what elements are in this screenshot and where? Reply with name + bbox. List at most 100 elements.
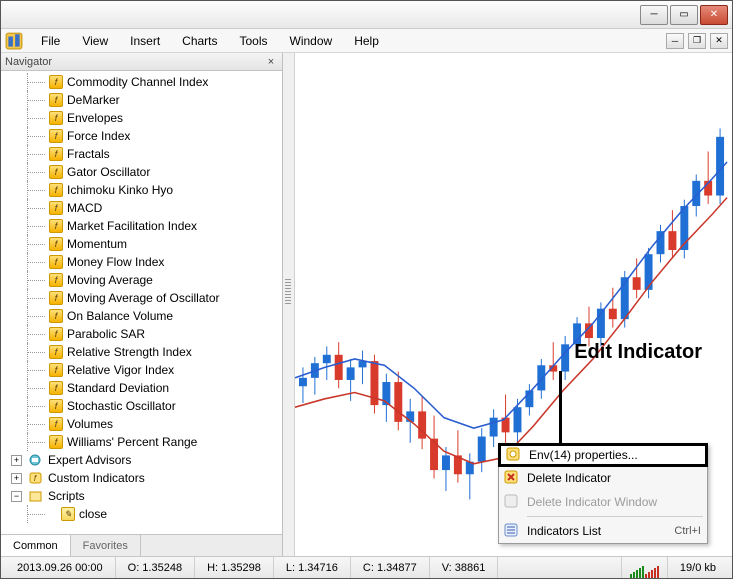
menu-item-label: Delete Indicator Window (527, 495, 657, 509)
menu-tools[interactable]: Tools (230, 32, 278, 50)
client-area: Navigator × f Commodity Channel Index f DeM… (1, 53, 732, 556)
indicator-label: Commodity Channel Index (67, 75, 208, 89)
function-icon: f (49, 291, 63, 305)
function-icon: f (49, 417, 63, 431)
tab-common[interactable]: Common (1, 535, 71, 556)
list-icon (503, 522, 521, 540)
indicator-momentum[interactable]: fMomentum (5, 235, 282, 253)
status-close: C: 1.34877 (351, 557, 430, 578)
indicator-relative-vigor-index[interactable]: fRelative Vigor Index (5, 361, 282, 379)
group-scripts[interactable]: − Scripts (5, 487, 282, 505)
script-item-close[interactable]: ✎ close (5, 505, 282, 523)
mdi-close-button[interactable]: ✕ (710, 33, 728, 49)
indicator-fractals[interactable]: fFractals (5, 145, 282, 163)
function-icon: f (49, 75, 63, 89)
connection-indicator (622, 557, 668, 578)
indicator-force-index[interactable]: f Force Index (5, 127, 282, 145)
function-icon: f (49, 255, 63, 269)
function-icon: f (49, 363, 63, 377)
scripts-icon (28, 489, 44, 503)
function-icon: f (49, 183, 63, 197)
function-icon: f (49, 93, 63, 107)
menu-item-properties[interactable]: Env(14) properties... (498, 443, 708, 467)
maximize-button[interactable]: ▭ (670, 5, 698, 25)
indicator-label: Relative Strength Index (67, 345, 192, 359)
navigator-tree: fCommodity Channel IndexfDeMarkerfEnvelo… (1, 71, 282, 534)
splitter[interactable] (283, 53, 295, 556)
indicator-market-facilitation-index[interactable]: fMarket Facilitation Index (5, 217, 282, 235)
indicator-demarker[interactable]: f DeMarker (5, 91, 282, 109)
status-open: O: 1.35248 (116, 557, 195, 578)
custom-indicators-icon: f (28, 471, 44, 485)
indicator-label: Williams' Percent Range (67, 435, 197, 449)
indicator-volumes[interactable]: f Volumes (5, 415, 282, 433)
function-icon: f (49, 201, 63, 215)
menu-view[interactable]: View (72, 32, 118, 50)
minimize-button[interactable]: ─ (640, 5, 668, 25)
group-label: Custom Indicators (48, 471, 145, 485)
indicator-label: Fractals (67, 147, 110, 161)
plus-icon[interactable]: + (11, 473, 22, 484)
delete-window-icon (503, 493, 521, 511)
menu-help[interactable]: Help (344, 32, 389, 50)
menu-item-delete-window: Delete Indicator Window (499, 490, 707, 514)
indicator-parabolic-sar[interactable]: fParabolic SAR (5, 325, 282, 343)
statusbar: 2013.09.26 00:00 O: 1.35248 H: 1.35298 L… (1, 556, 732, 578)
plus-icon[interactable]: + (11, 455, 22, 466)
mdi-minimize-button[interactable]: ─ (666, 33, 684, 49)
indicator-gator-oscillator[interactable]: fGator Oscillator (5, 163, 282, 181)
indicator-label: DeMarker (67, 93, 120, 107)
indicator-standard-deviation[interactable]: fStandard Deviation (5, 379, 282, 397)
indicator-label: Gator Oscillator (67, 165, 150, 179)
group-label: Expert Advisors (48, 453, 131, 467)
menu-charts[interactable]: Charts (172, 32, 227, 50)
indicator-relative-strength-index[interactable]: fRelative Strength Index (5, 343, 282, 361)
navigator-tabs: Common Favorites (1, 534, 282, 556)
function-icon: f (49, 273, 63, 287)
indicator-macd[interactable]: f MACD (5, 199, 282, 217)
indicator-label: Volumes (67, 417, 113, 431)
status-datetime: 2013.09.26 00:00 (5, 557, 116, 578)
navigator-close-icon[interactable]: × (264, 56, 278, 68)
indicator-label: Force Index (67, 129, 130, 143)
function-icon: f (49, 129, 63, 143)
indicator-moving-average[interactable]: fMoving Average (5, 271, 282, 289)
indicator-moving-average-of-oscillator[interactable]: f Moving Average of Oscillator (5, 289, 282, 307)
menu-item-delete-indicator[interactable]: Delete Indicator (499, 466, 707, 490)
status-high: H: 1.35298 (195, 557, 274, 578)
indicator-label: On Balance Volume (67, 309, 173, 323)
menu-item-indicators-list[interactable]: Indicators List Ctrl+I (499, 519, 707, 543)
indicator-ichimoku-kinko-hyo[interactable]: f Ichimoku Kinko Hyo (5, 181, 282, 199)
menu-window[interactable]: Window (280, 32, 343, 50)
group-expert-advisors[interactable]: + Expert Advisors (5, 451, 282, 469)
indicator-label: Market Facilitation Index (67, 219, 197, 233)
menu-item-label: Indicators List (527, 524, 601, 538)
mdi-restore-button[interactable]: ❐ (688, 33, 706, 49)
menubar: FileViewInsertChartsToolsWindowHelp ─ ❐ … (1, 29, 732, 53)
group-label: Scripts (48, 489, 85, 503)
indicator-label: Ichimoku Kinko Hyo (67, 183, 173, 197)
tab-favorites[interactable]: Favorites (71, 535, 141, 556)
expert-advisors-icon (28, 453, 44, 467)
indicator-envelopes[interactable]: fEnvelopes (5, 109, 282, 127)
close-button[interactable]: ✕ (700, 5, 728, 25)
indicator-label: Moving Average of Oscillator (67, 291, 220, 305)
indicator-commodity-channel-index[interactable]: f Commodity Channel Index (5, 73, 282, 91)
menu-insert[interactable]: Insert (120, 32, 170, 50)
indicator-label: Envelopes (67, 111, 123, 125)
indicator-money-flow-index[interactable]: fMoney Flow Index (5, 253, 282, 271)
chart-area[interactable]: Edit Indicator Env(14) properties... Del… (295, 53, 732, 556)
function-icon: f (49, 237, 63, 251)
navigator-panel: Navigator × f Commodity Channel Index f DeM… (1, 53, 283, 556)
indicator-on-balance-volume[interactable]: fOn Balance Volume (5, 307, 282, 325)
indicator-williams-percent-range[interactable]: fWilliams' Percent Range (5, 433, 282, 451)
minus-icon[interactable]: − (11, 491, 22, 502)
group-custom-indicators[interactable]: + f Custom Indicators (5, 469, 282, 487)
menu-file[interactable]: File (31, 32, 70, 50)
navigator-title: Navigator (5, 56, 52, 68)
menu-item-label: Env(14) properties... (529, 448, 638, 462)
indicator-label: MACD (67, 201, 102, 215)
delete-icon (503, 469, 521, 487)
indicator-stochastic-oscillator[interactable]: fStochastic Oscillator (5, 397, 282, 415)
script-label: close (79, 507, 107, 521)
